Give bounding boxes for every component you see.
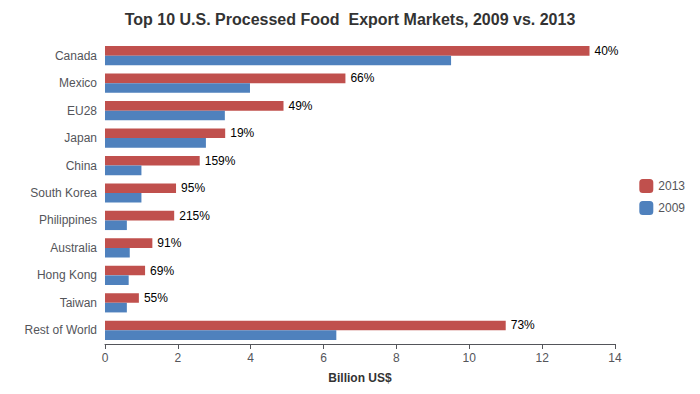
svg-text:Taiwan: Taiwan [60, 296, 97, 310]
svg-text:0: 0 [102, 351, 109, 365]
svg-text:8: 8 [393, 351, 400, 365]
svg-text:69%: 69% [150, 264, 174, 278]
svg-text:Philippines: Philippines [39, 213, 97, 227]
svg-text:Rest of World: Rest of World [25, 323, 97, 337]
svg-text:Hong Kong: Hong Kong [37, 268, 97, 282]
svg-text:2: 2 [175, 351, 182, 365]
svg-text:12: 12 [535, 351, 549, 365]
svg-text:Australia: Australia [50, 241, 97, 255]
svg-text:Mexico: Mexico [59, 76, 97, 90]
svg-text:159%: 159% [205, 154, 236, 168]
svg-text:55%: 55% [144, 291, 168, 305]
svg-text:19%: 19% [230, 126, 254, 140]
svg-text:China: China [66, 159, 98, 173]
svg-text:Canada: Canada [55, 49, 97, 63]
svg-text:2009: 2009 [658, 201, 685, 215]
svg-text:Billion US$: Billion US$ [328, 371, 392, 385]
svg-text:40%: 40% [595, 44, 619, 58]
svg-text:2013: 2013 [658, 179, 685, 193]
svg-text:73%: 73% [511, 318, 535, 332]
svg-text:6: 6 [320, 351, 327, 365]
svg-text:95%: 95% [181, 181, 205, 195]
svg-text:Japan: Japan [64, 131, 97, 145]
svg-text:14: 14 [608, 351, 622, 365]
svg-text:EU28: EU28 [67, 104, 97, 118]
svg-text:10: 10 [463, 351, 477, 365]
svg-text:49%: 49% [289, 99, 313, 113]
svg-text:66%: 66% [350, 71, 374, 85]
svg-text:South Korea: South Korea [30, 186, 97, 200]
svg-text:215%: 215% [179, 209, 210, 223]
svg-text:91%: 91% [157, 236, 181, 250]
svg-text:4: 4 [247, 351, 254, 365]
svg-text:Top 10 U.S. Processed Food Ex: Top 10 U.S. Processed Food Export Market… [125, 11, 576, 28]
